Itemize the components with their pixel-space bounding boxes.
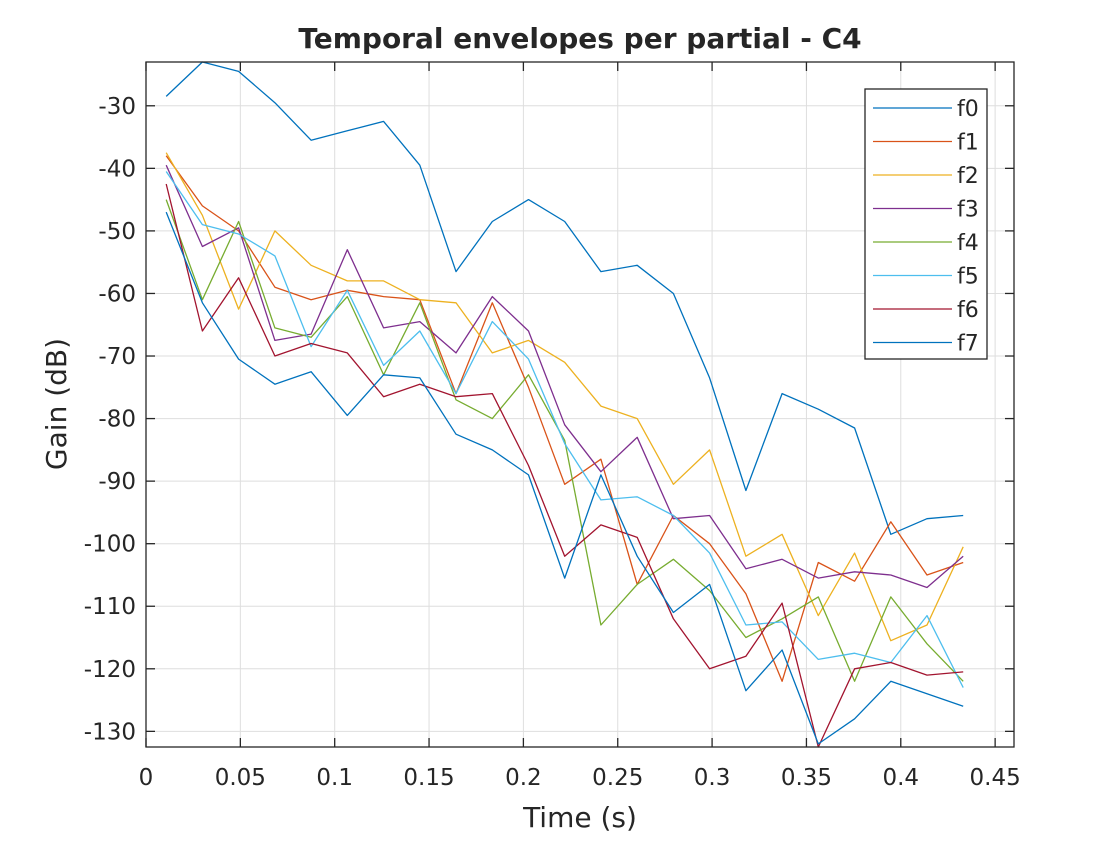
series-line-f1	[165, 155, 964, 682]
y-tick-label: -40	[98, 156, 136, 182]
y-tick-label: -50	[98, 219, 136, 245]
chart-title: Temporal envelopes per partial - C4	[298, 22, 861, 55]
series-lines	[165, 61, 964, 748]
legend-label-f1: f1	[957, 131, 979, 156]
series-line-f3	[165, 164, 964, 589]
y-tick-label: -60	[98, 281, 136, 307]
y-tick-label: -130	[84, 719, 136, 745]
plot-frame	[145, 61, 1015, 748]
x-tick-label: 0.3	[694, 765, 731, 791]
y-tick-label: -120	[84, 657, 136, 683]
series-line-f7	[165, 211, 964, 745]
series-line-f2	[165, 152, 964, 642]
x-tick-label: 0.45	[970, 765, 1021, 791]
x-ticks: 0 0.05 0.1 0.15 0.2 0.25 0.3 0.35 0.4 0.45	[139, 62, 1021, 791]
x-tick-label: 0.05	[215, 765, 266, 791]
legend: f0 f1 f2 f3 f4 f5 f6 f7	[864, 88, 988, 360]
x-tick-label: 0.15	[403, 765, 454, 791]
legend-label-f5: f5	[957, 265, 979, 290]
series-line-f5	[165, 171, 964, 688]
legend-label-f3: f3	[957, 198, 979, 223]
x-tick-label: 0.4	[882, 765, 919, 791]
y-ticks: -30 -40 -50 -60 -70 -80 -90 -100 -110 -120 -130	[84, 94, 1014, 745]
series-line-f6	[165, 183, 964, 748]
x-tick-label: 0.25	[592, 765, 643, 791]
x-axis-label: Time (s)	[522, 801, 637, 834]
y-tick-label: -110	[84, 594, 136, 620]
y-tick-label: -100	[84, 532, 136, 558]
legend-label-f0: f0	[957, 97, 979, 122]
legend-label-f7: f7	[957, 332, 979, 357]
y-axis-label: Gain (dB)	[40, 338, 73, 470]
x-tick-label: 0	[139, 765, 154, 791]
series-line-f0	[165, 61, 964, 535]
legend-label-f6: f6	[957, 298, 979, 323]
series-line-f4	[165, 199, 964, 682]
x-tick-label: 0.35	[781, 765, 832, 791]
y-tick-label: -80	[98, 407, 136, 433]
x-tick-label: 0.2	[505, 765, 542, 791]
legend-box	[864, 88, 988, 360]
legend-label-f4: f4	[957, 231, 979, 256]
y-tick-label: -30	[98, 94, 136, 120]
y-tick-label: -70	[98, 344, 136, 370]
legend-label-f2: f2	[957, 164, 979, 189]
y-tick-label: -90	[98, 469, 136, 495]
x-tick-label: 0.1	[316, 765, 353, 791]
